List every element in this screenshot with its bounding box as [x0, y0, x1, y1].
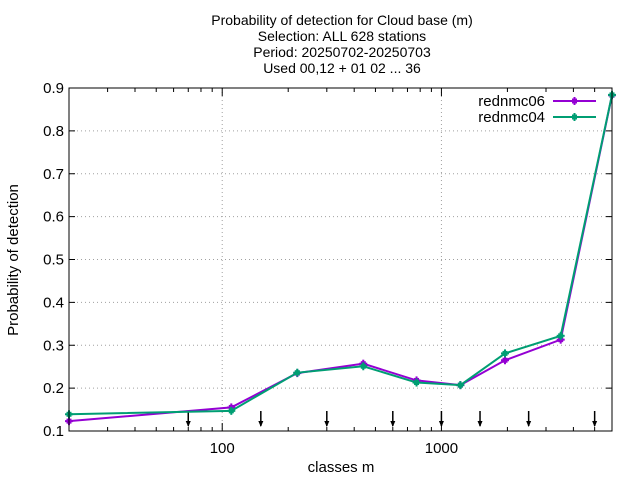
plot-frame [69, 88, 612, 431]
point-mark [558, 333, 563, 338]
arrow-head [478, 421, 483, 427]
legend-label: rednmc06 [478, 93, 545, 110]
x-axis-label: classes m [308, 459, 375, 476]
point-mark [503, 351, 508, 356]
data-point-rednmc06 [501, 356, 509, 364]
class-arrow-marker [324, 411, 329, 427]
class-arrow-marker [478, 411, 483, 427]
point-mark [458, 383, 463, 388]
y-tick-label: 0.5 [43, 252, 64, 269]
y-tick-label: 0.7 [43, 166, 64, 183]
y-tick-label: 0.6 [43, 209, 64, 226]
point-mark [229, 408, 234, 413]
legend-entry-rednmc04: rednmc04 [478, 109, 596, 126]
chart-title: Probability of detection for Cloud base … [211, 12, 472, 76]
x-tick-label: 1000 [425, 440, 458, 457]
class-arrow-marker [592, 411, 597, 427]
legend-label: rednmc04 [478, 109, 545, 126]
legend-marker [572, 115, 577, 120]
class-arrow-marker [186, 411, 191, 427]
class-arrow-marker [390, 411, 395, 427]
series-layer [65, 91, 616, 425]
y-tick-label: 0.4 [43, 294, 64, 311]
y-tick-label: 0.2 [43, 380, 64, 397]
point-mark [295, 370, 300, 375]
class-arrow-marker [526, 411, 531, 427]
y-tick-label: 0.8 [43, 123, 64, 140]
arrow-head [186, 421, 191, 427]
title-line-2: Selection: ALL 628 stations [258, 28, 426, 44]
tick-layer: 0.1 0.2 0.3 0.4 0.5 0.6 0.7 0.8 0.9 100 1000 [43, 80, 612, 457]
arrow-head [258, 421, 263, 427]
title-line-4: Used 00,12 + 01 02 ... 36 [263, 60, 421, 76]
x-tick-label: 100 [210, 440, 235, 457]
arrow-head [526, 421, 531, 427]
grid [69, 88, 612, 431]
legend-marker [572, 99, 577, 104]
title-line-1: Probability of detection for Cloud base … [211, 12, 472, 28]
legend-entry-rednmc06: rednmc06 [478, 93, 596, 110]
y-axis-label: Probability of detection [5, 184, 22, 336]
y-tick-label: 0.1 [43, 423, 64, 440]
point-mark [361, 364, 366, 369]
point-mark [414, 380, 419, 385]
arrow-head [592, 421, 597, 427]
y-tick-label: 0.9 [43, 80, 64, 97]
data-point-rednmc04 [557, 332, 565, 340]
arrow-head [390, 421, 395, 427]
class-arrow-markers [186, 411, 597, 427]
title-line-3: Period: 20250702-20250703 [253, 44, 431, 60]
series-line-rednmc06 [69, 95, 612, 421]
arrow-head [324, 421, 329, 427]
class-arrow-marker [258, 411, 263, 427]
y-tick-label: 0.3 [43, 337, 64, 354]
point-mark [503, 358, 508, 363]
